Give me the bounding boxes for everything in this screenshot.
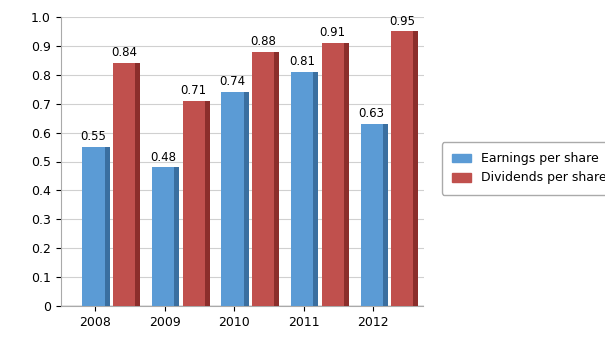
Bar xyxy=(391,32,413,306)
Polygon shape xyxy=(244,92,249,306)
Text: 0.48: 0.48 xyxy=(150,151,176,164)
Bar xyxy=(322,43,344,306)
Text: 0.84: 0.84 xyxy=(111,47,137,60)
Bar xyxy=(152,167,174,306)
Polygon shape xyxy=(274,52,279,306)
Bar xyxy=(113,63,136,306)
Text: 0.91: 0.91 xyxy=(319,26,346,39)
Bar xyxy=(361,124,383,306)
Text: 0.81: 0.81 xyxy=(289,55,315,68)
Text: 0.55: 0.55 xyxy=(80,130,106,143)
Bar xyxy=(82,147,105,306)
Polygon shape xyxy=(344,43,348,306)
Polygon shape xyxy=(413,32,418,306)
Text: 0.74: 0.74 xyxy=(220,75,246,88)
Text: 0.71: 0.71 xyxy=(181,84,207,97)
Bar xyxy=(291,72,313,306)
Polygon shape xyxy=(383,124,388,306)
Bar xyxy=(221,92,244,306)
Bar xyxy=(252,52,274,306)
Text: 0.95: 0.95 xyxy=(389,15,415,28)
Polygon shape xyxy=(174,167,179,306)
Legend: Earnings per share, Dividends per share: Earnings per share, Dividends per share xyxy=(442,142,605,194)
Polygon shape xyxy=(105,147,110,306)
Polygon shape xyxy=(313,72,318,306)
Text: 0.63: 0.63 xyxy=(359,107,385,120)
Text: 0.88: 0.88 xyxy=(250,35,276,48)
Bar xyxy=(183,101,205,306)
Polygon shape xyxy=(136,63,140,306)
Polygon shape xyxy=(205,101,210,306)
